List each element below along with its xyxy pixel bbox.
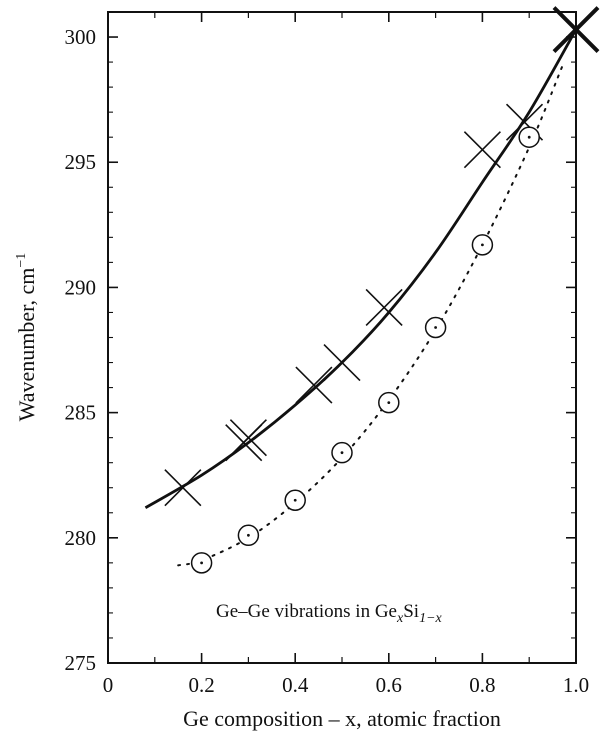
series-0-point-5 bbox=[365, 288, 403, 327]
series-1-point-7 bbox=[518, 126, 540, 148]
cross-stroke bbox=[505, 103, 544, 141]
y-axis-label-main: Wavenumber, cm bbox=[14, 268, 39, 422]
series-1-point-4 bbox=[378, 391, 400, 414]
x-tick-label-2: 0.4 bbox=[282, 673, 309, 697]
series-1-point-1 bbox=[237, 524, 260, 547]
series-1-point-2 bbox=[284, 489, 306, 511]
series-0-point-8 bbox=[552, 6, 600, 53]
cross-stroke bbox=[164, 469, 202, 507]
x-tick-label-3: 0.6 bbox=[376, 673, 402, 697]
circle-marker-dot bbox=[387, 401, 391, 404]
y-tick-label-3: 290 bbox=[65, 275, 97, 299]
annotation-prefix: Ge–Ge vibrations in Ge bbox=[216, 601, 397, 622]
series-1-fit-line bbox=[177, 66, 563, 567]
x-axis-ticks: 0 0.2 0.4 0.6 0.8 1.0 bbox=[103, 12, 589, 697]
y-axis-label-sup: −1 bbox=[14, 253, 29, 268]
cross-stroke bbox=[365, 288, 403, 327]
circle-marker-dot bbox=[481, 243, 484, 247]
annotation-sub-1-x: 1−x bbox=[419, 611, 442, 626]
circle-marker-dot bbox=[434, 326, 437, 329]
series-1-point-0 bbox=[190, 552, 213, 574]
circle-marker-dot bbox=[293, 498, 297, 502]
circle-marker-dot bbox=[247, 533, 250, 537]
cross-stroke bbox=[323, 343, 361, 382]
y-axis-label: Wavenumber, cm−1 bbox=[14, 253, 39, 422]
x-tick-label-1: 0.2 bbox=[188, 673, 214, 697]
y-tick-label-0: 275 bbox=[65, 651, 97, 675]
series-1-point-3 bbox=[331, 441, 353, 464]
x-tick-label-4: 0.8 bbox=[469, 673, 495, 697]
x-axis-label: Ge composition – x, atomic fraction bbox=[183, 706, 501, 731]
series-1-point-5 bbox=[424, 316, 447, 339]
y-tick-label-4: 295 bbox=[65, 150, 97, 174]
series-0-point-4 bbox=[323, 343, 361, 382]
cross-stroke bbox=[463, 131, 501, 169]
circle-marker-dot bbox=[527, 135, 531, 139]
series-0-point-6 bbox=[463, 131, 501, 169]
y-tick-label-5: 300 bbox=[65, 25, 97, 49]
series-0-fit-line bbox=[144, 28, 578, 509]
y-tick-label-1: 280 bbox=[65, 526, 97, 550]
annotation-sub-x: x bbox=[396, 611, 404, 626]
annotation: Ge–Ge vibrations in GexSi1−x bbox=[216, 601, 443, 626]
circle-marker-dot bbox=[340, 451, 344, 455]
x-tick-label-0: 0 bbox=[103, 673, 114, 697]
y-axis-ticks: 275 280 285 290 295 300 bbox=[65, 11, 576, 675]
series-0-point-0 bbox=[164, 469, 202, 507]
x-tick-label-5: 1.0 bbox=[563, 673, 589, 697]
y-tick-label-2: 285 bbox=[65, 401, 97, 425]
series-1-point-6 bbox=[471, 234, 494, 256]
series-0-point-2 bbox=[229, 419, 267, 457]
cross-stroke bbox=[229, 419, 267, 457]
annotation-si: Si bbox=[403, 601, 419, 622]
circle-marker-dot bbox=[200, 561, 204, 565]
cross-stroke bbox=[552, 6, 600, 53]
series-0-point-3 bbox=[295, 366, 333, 404]
markers bbox=[164, 6, 600, 574]
cross-stroke bbox=[295, 366, 333, 404]
